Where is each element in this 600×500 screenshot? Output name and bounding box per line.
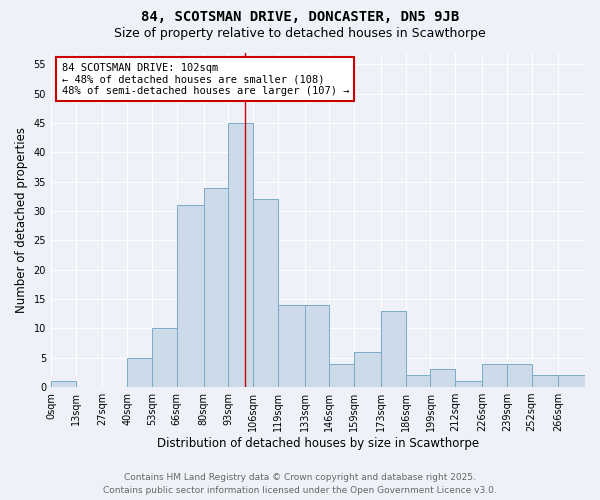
Bar [406, 376, 430, 387]
Bar [430, 370, 455, 387]
Text: 84 SCOTSMAN DRIVE: 102sqm
← 48% of detached houses are smaller (108)
48% of semi: 84 SCOTSMAN DRIVE: 102sqm ← 48% of detac… [62, 62, 349, 96]
Bar [455, 381, 482, 387]
Bar [381, 311, 406, 387]
X-axis label: Distribution of detached houses by size in Scawthorpe: Distribution of detached houses by size … [157, 437, 479, 450]
Bar [482, 364, 507, 387]
Bar [152, 328, 177, 387]
Text: 84, SCOTSMAN DRIVE, DONCASTER, DN5 9JB: 84, SCOTSMAN DRIVE, DONCASTER, DN5 9JB [141, 10, 459, 24]
Y-axis label: Number of detached properties: Number of detached properties [15, 127, 28, 313]
Text: Contains HM Land Registry data © Crown copyright and database right 2025.
Contai: Contains HM Land Registry data © Crown c… [103, 473, 497, 495]
Bar [305, 305, 329, 387]
Bar [532, 376, 558, 387]
Text: Size of property relative to detached houses in Scawthorpe: Size of property relative to detached ho… [114, 28, 486, 40]
Bar [229, 123, 253, 387]
Bar [203, 188, 229, 387]
Bar [253, 199, 278, 387]
Bar [278, 305, 305, 387]
Bar [51, 381, 76, 387]
Bar [558, 376, 585, 387]
Bar [329, 364, 354, 387]
Bar [127, 358, 152, 387]
Bar [354, 352, 381, 387]
Bar [507, 364, 532, 387]
Bar [177, 205, 203, 387]
